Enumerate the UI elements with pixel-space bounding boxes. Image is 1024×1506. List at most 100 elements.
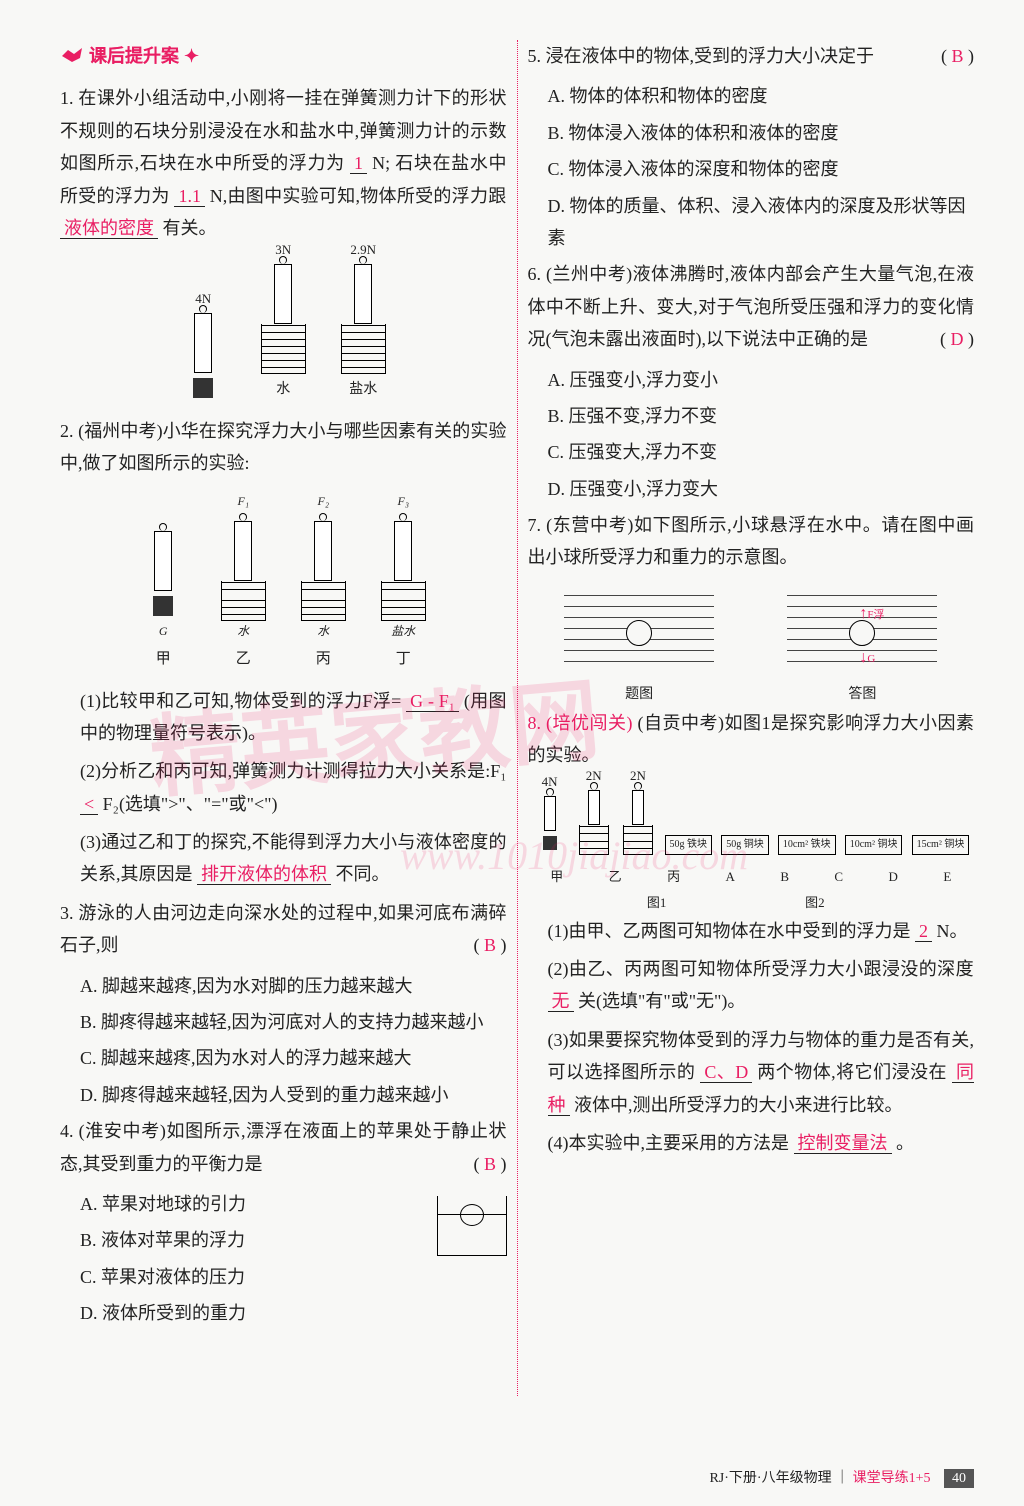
exp-jia: G 甲 [136,523,191,673]
q1-diagram: 4N 3N 水 2.9N 盐水 [60,256,507,402]
q4-opt-c: C. 苹果对液体的压力 [80,1261,417,1293]
q8-sub3: (3)如果要探究物体受到的浮力与物体的重力是否有关,可以选择图所示的 C、D 两… [548,1024,975,1121]
q8-sub4-a: (4)本实验中,主要采用的方法是 [548,1133,794,1153]
q5-opt-d: D. 物体的质量、体积、浸入液体内的深度及形状等因素 [548,190,975,255]
question-1: 1. 在课外小组活动中,小刚将一挂在弹簧测力计下的形状不规则的石块分别浸没在水和… [60,82,507,244]
q2-sub3-ans: 排开液体的体积 [197,864,331,885]
q8-sub4-b: 。 [896,1133,914,1153]
exp-yi: F₁ 水 乙 [216,491,271,672]
q8-fig-names: 图1 图2 [528,891,975,914]
q8-sub1-a: (1)由甲、乙两图可知物体在水中受到的浮力是 [548,921,916,941]
fig-bing: 丙 [667,865,680,888]
exp-bing: F₂ 水 丙 [296,491,351,672]
q3-answer: B [484,935,496,955]
f-label-1: F₁ [216,491,271,513]
page-footer: RJ·下册·八年级物理 ｜ 课堂导练1+5 40 [709,1466,974,1491]
q8-sub2-b: 关(选填"有"或"无")。 [578,991,745,1011]
f-label-2: F₂ [296,491,351,513]
liquid-3: 盐水 [376,621,431,643]
q6-options: A. 压强变小,浮力变小 B. 压强不变,浮力不变 C. 压强变大,浮力不变 D… [548,364,975,506]
q3-options: A. 脚越来越疼,因为水对脚的压力越来越大 B. 脚疼得越来越轻,因为河底对人的… [80,970,507,1112]
q4-answer: B [484,1154,496,1174]
q2-sub2-a: (2)分析乙和丙可知,弹簧测力计测得拉力大小关系是:F₁ [80,761,507,781]
q8-sub2-a: (2)由乙、丙两图可知物体所受浮力大小跟浸没的深度 [548,959,975,979]
liquid-1: 水 [216,621,271,643]
cn-label-4: 丁 [376,646,431,673]
q6-opt-b: B. 压强不变,浮力不变 [548,400,975,432]
q5-opt-c: C. 物体浸入液体的深度和物体的密度 [548,153,975,185]
q4-opt-d: D. 液体所受到的重力 [80,1297,417,1329]
right-column: 5. 浸在液体中的物体,受到的浮力大小决定于 ( B ) A. 物体的体积和物体… [528,40,975,1396]
q3-opt-d: D. 脚疼得越来越轻,因为人受到的重力越来越小 [80,1079,507,1111]
q8-box-b: 50g 铜块 [721,835,769,855]
q6-opt-a: A. 压强变小,浮力变小 [548,364,975,396]
q5-text: 5. 浸在液体中的物体,受到的浮力大小决定于 [528,46,875,66]
q8-sub1-ans: 2 [915,921,932,942]
q1-answer-2: 1.1 [174,186,205,207]
scale-1: 4N [178,305,228,403]
q8-reading-3: 2N [630,764,646,787]
cn-label-3: 丙 [296,646,351,673]
q6-answer: D [951,329,964,349]
q6-opt-c: C. 压强变大,浮力不变 [548,436,975,468]
q5-opt-a: A. 物体的体积和物体的密度 [548,80,975,112]
fig2-name: 图2 [805,891,825,914]
q7-label-1: 题图 [564,682,714,707]
q8-sub3-b: 两个物体,将它们浸没在 [757,1062,952,1082]
q8-box-a: 50g 铁块 [665,835,713,855]
q1-text-d: 有关。 [163,218,217,238]
f-label-g: G [136,621,191,643]
box-e-label: E [943,865,951,888]
q8-diagram: 4N 2N 2N 50g 铁块 50g 铜块 10cm² 铁块 10cm² 铜块… [528,782,975,855]
fig-yi: 乙 [609,865,622,888]
banner-title: 课后提升案 [89,40,179,72]
q5-answer: B [951,46,963,66]
q2-sub2-b: F₂(选填">"、"="或"<") [103,794,278,814]
q2-sub1: (1)比较甲和乙可知,物体受到的浮力F浮= G - F₁ (用图中的物理量符号表… [80,685,507,750]
question-5: 5. 浸在液体中的物体,受到的浮力大小决定于 ( B ) [528,40,975,72]
question-7: 7. (东营中考)如下图所示,小球悬浮在水中。请在图中画出小球所受浮力和重力的示… [528,509,975,574]
q2-sub1-a: (1)比较甲和乙可知,物体受到的浮力F浮= [80,691,406,711]
scale-2: 3N 水 [258,256,308,402]
box-c-label: C [834,865,843,888]
q7-label-2: 答图 [787,682,937,707]
footer-title: 课堂导练1+5 [853,1471,931,1486]
q2-sub2: (2)分析乙和丙可知,弹簧测力计测得拉力大小关系是:F₁ < F₂(选填">"、… [80,755,507,820]
q6-text: 6. (兰州中考)液体沸腾时,液体内部会产生大量气泡,在液体中不断上升、变大,对… [528,264,975,349]
q8-reading-2: 2N [586,764,602,787]
label-3: 盐水 [338,377,388,402]
q6-opt-d: D. 压强变小,浮力变大 [548,473,975,505]
fig1-name: 图1 [647,891,667,914]
question-8: 8. (培优闯关) (自贡中考)如图1是探究影响浮力大小因素的实验。 [528,707,975,772]
q8-box-d: 10cm² 铜块 [845,835,903,855]
f-label-3: F₃ [376,491,431,513]
apple-diagram [437,1196,507,1256]
q8-sub2: (2)由乙、丙两图可知物体所受浮力大小跟浸没的深度 无 关(选填"有"或"无")… [548,953,975,1018]
q8-box-c: 10cm² 铁块 [778,835,836,855]
scale-3: 2.9N 盐水 [338,256,388,402]
force-up: ↑F浮 [859,600,884,629]
two-column-layout: 课后提升案 ✦ 1. 在课外小组活动中,小刚将一挂在弹簧测力计下的形状不规则的石… [60,40,974,1396]
q1-text-c: N,由图中实验可知,物体所受的浮力跟 [210,186,507,206]
reading-2: 3N [275,238,291,261]
q2-sub2-ans: < [80,794,98,815]
fig-jia: 甲 [550,865,563,888]
q8-sub3-c: 液体中,测出所受浮力的大小来进行比较。 [574,1095,903,1115]
question-4: 4. (淮安中考)如图所示,漂浮在液面上的苹果处于静止状态,其受到重力的平衡力是… [60,1115,507,1180]
footer-version: RJ·下册·八年级物理 [709,1471,831,1486]
q8-reading-1: 4N [542,770,558,793]
q8-sub4: (4)本实验中,主要采用的方法是 控制变量法 。 [548,1127,975,1159]
left-column: 课后提升案 ✦ 1. 在课外小组活动中,小刚将一挂在弹簧测力计下的形状不规则的石… [60,40,507,1396]
reading-3: 2.9N [350,238,376,261]
page-number: 40 [944,1469,974,1488]
force-down: ↓G [859,644,875,673]
question-2: 2. (福州中考)小华在探究浮力大小与哪些因素有关的实验中,做了如图所示的实验: [60,415,507,480]
q2-sub3: (3)通过乙和丁的探究,不能得到浮力大小与液体密度的关系,其原因是 排开液体的体… [80,826,507,891]
q5-opt-b: B. 物体浸入液体的体积和液体的密度 [548,117,975,149]
q8-scale-3: 2N [620,782,655,855]
question-3: 3. 游泳的人由河边走向深水处的过程中,如果河底布满碎石子,则 ( B ) [60,897,507,962]
q3-opt-c: C. 脚越来越疼,因为水对人的浮力越来越大 [80,1042,507,1074]
question-6: 6. (兰州中考)液体沸腾时,液体内部会产生大量气泡,在液体中不断上升、变大,对… [528,258,975,355]
q4-opt-a: A. 苹果对地球的引力 [80,1188,417,1220]
q8-sub3-ans: C、D [700,1062,752,1083]
